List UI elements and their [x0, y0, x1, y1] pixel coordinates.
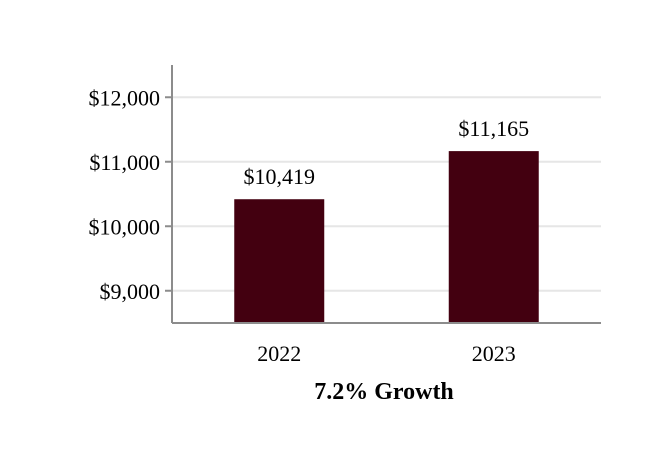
y-tick-label: $11,000	[89, 150, 160, 175]
y-tick-label: $9,000	[100, 279, 161, 304]
labels: $9,000 $10,000 $11,000 $12,000 $10,419 2022 $1…	[89, 85, 530, 366]
bars	[234, 151, 539, 323]
y-tick-label: $10,000	[89, 214, 161, 239]
x-tick-label: 2023	[472, 341, 516, 366]
data-label-2023: $11,165	[458, 116, 529, 141]
bar-2022	[234, 199, 325, 323]
axes	[165, 65, 601, 324]
y-tick-label: $12,000	[89, 85, 161, 110]
data-label-2022: $10,419	[244, 164, 316, 189]
x-axis-title: 7.2% Growth	[314, 379, 454, 405]
bar-2023	[448, 151, 539, 323]
x-tick-label: 2022	[257, 341, 301, 366]
